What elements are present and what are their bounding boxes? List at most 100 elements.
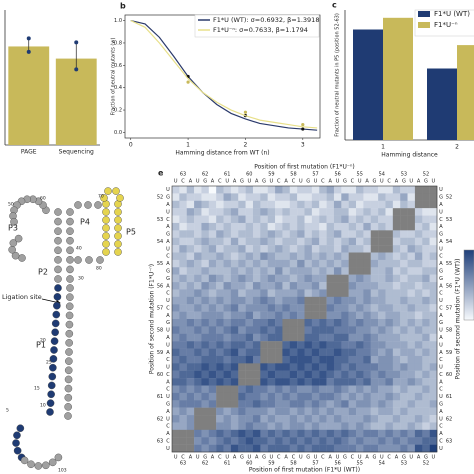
column-nucleotide: G — [343, 455, 347, 461]
masked-cell — [341, 289, 349, 298]
column-nucleotide: A — [255, 179, 259, 185]
heatmap-cell — [275, 429, 283, 438]
heatmap-cell — [201, 193, 210, 201]
heatmap-cell — [245, 437, 254, 445]
heatmap-cell — [194, 282, 202, 290]
nucleotide — [52, 310, 61, 319]
position-number: 103 — [58, 468, 67, 474]
heatmap-cell — [267, 311, 276, 320]
heatmap-cell — [356, 200, 364, 209]
heatmap-cell — [392, 267, 401, 275]
heatmap-cell — [238, 304, 246, 312]
heatmap-cell — [414, 296, 423, 305]
heatmap-cell — [238, 415, 246, 423]
row-nucleotide: U — [439, 246, 443, 252]
heatmap-cell — [267, 200, 276, 209]
nucleotide — [54, 246, 62, 255]
nucleotide — [53, 301, 61, 310]
heatmap-cell — [429, 400, 438, 408]
heatmap-cell — [319, 274, 327, 283]
row-nucleotide: C — [166, 254, 170, 260]
heatmap-cell — [363, 200, 371, 209]
heatmap-cell — [230, 200, 239, 209]
heatmap-cell — [356, 341, 364, 349]
heatmap-cell — [289, 237, 298, 246]
row-nucleotide: C — [439, 291, 443, 297]
heatmap-cell — [238, 429, 246, 438]
masked-cell — [400, 222, 408, 231]
heatmap-cell — [378, 193, 386, 201]
masked-cell — [429, 193, 438, 201]
heatmap-cell — [267, 429, 276, 438]
heatmap-cell — [289, 392, 298, 401]
heatmap-cell — [348, 289, 357, 298]
heatmap-cell — [223, 422, 232, 431]
column-nucleotide: C — [277, 179, 281, 185]
heatmap-cell — [172, 304, 180, 312]
heatmap-cell — [341, 333, 349, 342]
heatmap-cell — [289, 370, 298, 379]
panel-label: c — [332, 1, 337, 10]
heatmap-cell — [326, 208, 335, 216]
heatmap-cell — [223, 230, 232, 238]
heatmap-cell — [326, 200, 335, 209]
heatmap-cell — [238, 355, 246, 364]
heatmap-cell — [179, 193, 187, 201]
heatmap-cell — [297, 222, 305, 231]
heatmap-cell — [245, 200, 254, 209]
heatmap-cell — [363, 193, 371, 201]
heatmap-cell — [208, 370, 217, 379]
heatmap-cell — [194, 363, 202, 371]
masked-cell — [326, 289, 335, 298]
masked-cell — [230, 385, 239, 394]
heatmap-cell — [267, 378, 276, 386]
heatmap-cell — [172, 422, 180, 431]
heatmap-cell — [319, 200, 327, 209]
heatmap-cell — [194, 429, 202, 438]
heatmap-cell — [385, 392, 394, 401]
heatmap-cell — [216, 304, 224, 312]
heatmap-cell — [429, 215, 438, 224]
heatmap-cell — [245, 289, 254, 298]
legend-label: F1*U (WT): σ=0.6932, β=1.3918 — [213, 16, 319, 24]
heatmap-cell — [400, 363, 408, 371]
position-number: 60 — [40, 196, 46, 202]
heatmap-cell — [289, 429, 298, 438]
heatmap-cell — [370, 415, 379, 423]
row-nucleotide: A — [166, 350, 170, 356]
heatmap-cell — [407, 355, 416, 364]
heatmap-cell — [422, 444, 430, 453]
heatmap-cell — [260, 444, 268, 453]
row-nucleotide: C — [166, 424, 170, 430]
heatmap-cell — [179, 355, 187, 364]
heatmap-cell — [363, 245, 371, 253]
heatmap-cell — [289, 215, 298, 224]
heatmap-cell — [326, 437, 335, 445]
heatmap-cell — [422, 230, 430, 238]
heatmap-cell — [223, 222, 232, 231]
heatmap-cell — [275, 282, 283, 290]
heatmap-cell — [414, 429, 423, 438]
heatmap-cell — [230, 311, 239, 320]
heatmap-cell — [289, 282, 298, 290]
row-position: 56 — [446, 283, 452, 289]
heatmap-cell — [172, 237, 180, 246]
masked-cell — [223, 392, 232, 401]
heatmap-cell — [378, 400, 386, 408]
heatmap-cell — [370, 304, 379, 312]
heatmap-cell — [348, 333, 357, 342]
heatmap-cell — [282, 385, 290, 394]
row-position: 56 — [157, 283, 163, 289]
heatmap-cell — [385, 282, 394, 290]
heatmap-cell — [326, 407, 335, 416]
heatmap-cell — [282, 370, 290, 379]
heatmap-cell — [260, 392, 268, 401]
heatmap-cell — [194, 400, 202, 408]
heatmap-cell — [400, 311, 408, 320]
heatmap-cell — [348, 341, 357, 349]
heatmap-cell — [422, 341, 430, 349]
heatmap-cell — [267, 193, 276, 201]
heatmap-cell — [275, 370, 283, 379]
heatmap-cell — [186, 186, 195, 194]
heatmap-cell — [252, 385, 261, 394]
